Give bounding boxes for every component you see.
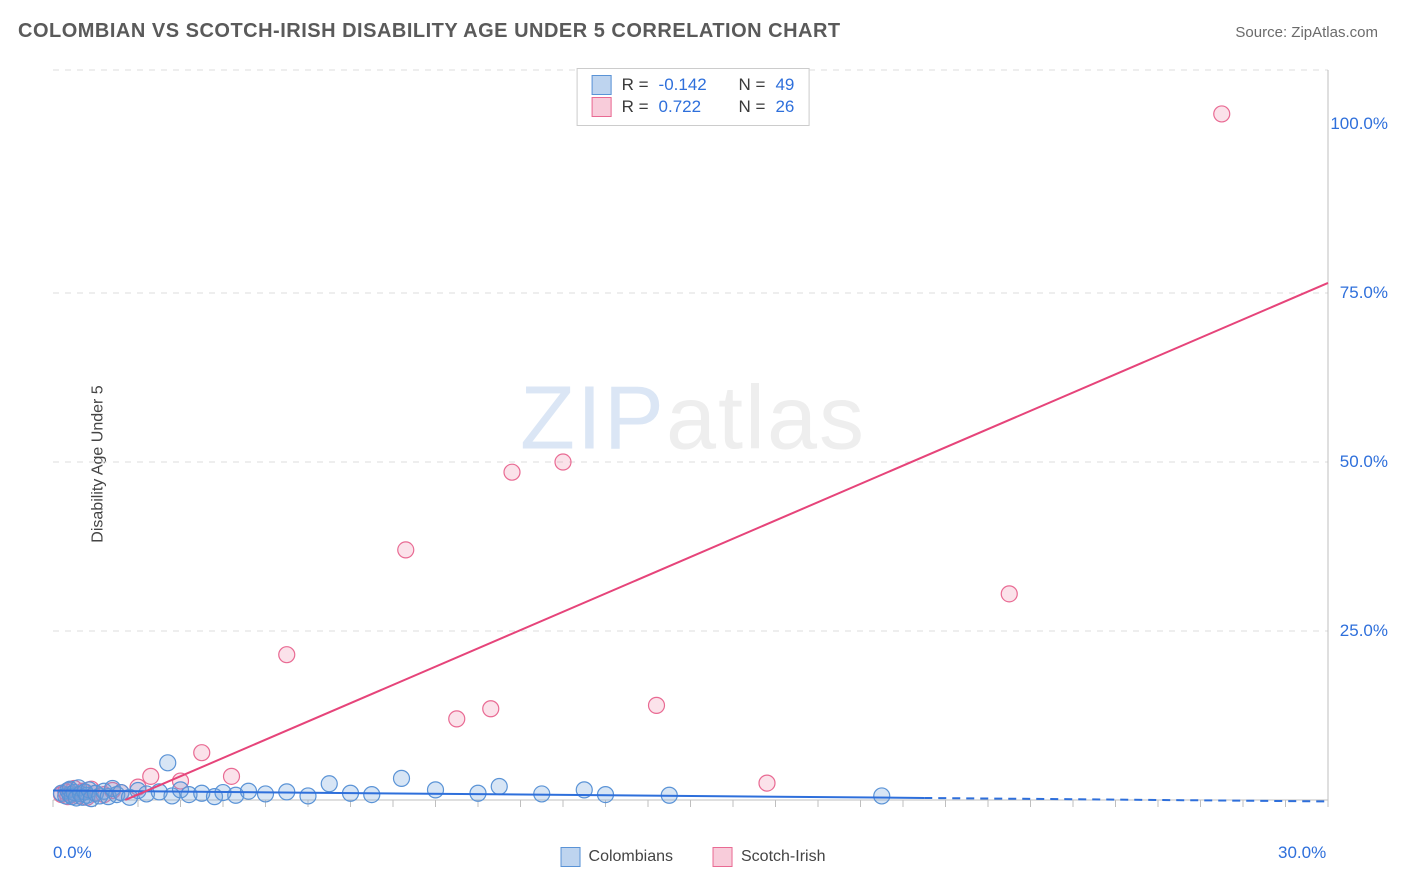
r-label: R =	[622, 75, 649, 95]
r-label: R =	[622, 97, 649, 117]
r-value-1: -0.142	[659, 75, 719, 95]
header: COLOMBIAN VS SCOTCH-IRISH DISABILITY AGE…	[0, 0, 1406, 53]
correlation-legend: R = -0.142 N = 49 R = 0.722 N = 26	[577, 68, 810, 126]
r-value-2: 0.722	[659, 97, 719, 117]
x-tick-label: 30.0%	[1278, 843, 1326, 863]
source-label: Source:	[1235, 24, 1287, 41]
y-tick-label: 100.0%	[1330, 114, 1388, 134]
legend-swatch-scotch-irish	[713, 847, 733, 867]
source-name: ZipAtlas.com	[1291, 24, 1378, 41]
correlation-row-2: R = 0.722 N = 26	[592, 97, 795, 117]
correlation-row-1: R = -0.142 N = 49	[592, 75, 795, 95]
n-value-2: 26	[775, 97, 794, 117]
legend-item-scotch-irish: Scotch-Irish	[713, 847, 825, 867]
x-tick-label: 0.0%	[53, 843, 92, 863]
y-tick-label: 50.0%	[1340, 452, 1388, 472]
n-value-1: 49	[775, 75, 794, 95]
chart-title: COLOMBIAN VS SCOTCH-IRISH DISABILITY AGE…	[18, 20, 841, 43]
legend-swatch-pink	[592, 97, 612, 117]
y-tick-label: 75.0%	[1340, 283, 1388, 303]
series-legend: Colombians Scotch-Irish	[561, 847, 826, 867]
legend-label-scotch-irish: Scotch-Irish	[741, 848, 825, 866]
n-label: N =	[739, 97, 766, 117]
legend-swatch-blue	[592, 75, 612, 95]
legend-label-colombians: Colombians	[589, 848, 673, 866]
scatter-plot-svg	[53, 65, 1333, 835]
chart-container: Disability Age Under 5 ZIPatlas R = -0.1…	[35, 55, 1380, 865]
y-tick-label: 25.0%	[1340, 621, 1388, 641]
plot-area: ZIPatlas R = -0.142 N = 49 R = 0.722 N =…	[53, 65, 1333, 835]
source-attribution: Source: ZipAtlas.com	[1235, 24, 1378, 41]
legend-swatch-colombians	[561, 847, 581, 867]
n-label: N =	[739, 75, 766, 95]
legend-item-colombians: Colombians	[561, 847, 673, 867]
